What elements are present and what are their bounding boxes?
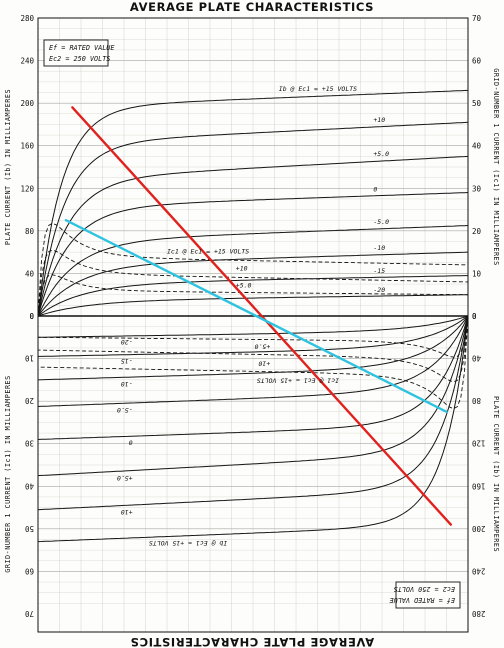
left-tick-label: 280: [20, 14, 34, 23]
plate-curve-5: [37, 251, 469, 317]
plate-curve-label-mirror-0: Ib @ Ec1 = +15 VOLTS: [149, 539, 227, 547]
left-tick-label-mirror: 240: [472, 566, 486, 575]
right-tick-label: 40: [472, 142, 482, 151]
right-tick-label: 0: [472, 312, 477, 321]
plate-curve-3: [37, 192, 469, 317]
left-tick-label-mirror: 120: [472, 439, 486, 448]
load-line-cyan: [64, 219, 448, 413]
left-tick-label: 120: [20, 184, 34, 193]
grid-curve-2: [37, 274, 468, 317]
grid-curve-1: [37, 249, 468, 317]
left-tick-label-mirror: 280: [472, 609, 486, 618]
right-tick-label: 70: [472, 14, 482, 23]
right-tick-label-mirror: 0: [29, 311, 34, 320]
note-line-2-mirror: Ec2 = 250 VOLTS: [394, 585, 455, 593]
note-line-2: Ec2 = 250 VOLTS: [49, 55, 110, 63]
grid-curve-label-1: +10: [236, 264, 248, 272]
plate-curve-mirror-0: [37, 315, 469, 543]
plot-frames: [37, 17, 469, 633]
chart-title: AVERAGE PLATE CHARACTERISTICS: [130, 0, 374, 14]
right-tick-label: 20: [472, 227, 482, 236]
plate-curve-label-mirror-5: -10: [121, 380, 133, 388]
grid-curve-label-mirror-1: +10: [258, 360, 270, 368]
plate-curve-7: [37, 294, 469, 317]
right-tick-label-mirror: 30: [24, 439, 34, 448]
plate-curve-label-0: Ib @ Ec1 = +15 VOLTS: [279, 85, 357, 93]
plate-curve-1: [37, 121, 469, 317]
right-tick-label: 30: [472, 184, 482, 193]
plate-curve-mirror-4: [37, 315, 469, 407]
left-tick-label-mirror: 160: [472, 481, 486, 490]
left-tick-label: 160: [20, 142, 34, 151]
right-tick-label-mirror: 50: [24, 524, 34, 533]
grid-curve-mirror-2: [38, 315, 469, 358]
note-box: [43, 39, 109, 67]
grid: [38, 18, 468, 632]
chart-labels: Ib @ Ec1 = +15 VOLTS Ib @ Ec1 = +15 VOLTS…: [4, 0, 500, 648]
right-tick-label-mirror: 60: [24, 566, 34, 575]
note-line-1-mirror: Ef = RATED VALUE: [389, 596, 455, 604]
grid-curve-label-2: +5.0: [236, 281, 252, 289]
plate-curve-mirror-3: [37, 315, 469, 440]
left-tick-label: 0: [29, 312, 34, 321]
plate-curve-4: [37, 225, 469, 317]
plate-curve-label-1: +10: [373, 116, 385, 124]
plate-curve-mirror-7: [37, 315, 469, 338]
plate-curve-label-mirror-3: 0: [129, 439, 133, 447]
plate-curve-mirror-1: [37, 315, 469, 511]
right-tick-label-mirror: 40: [24, 481, 34, 490]
plate-curve-label-4: -5.0: [373, 218, 389, 226]
left-tick-label-mirror: 80: [472, 396, 482, 405]
characteristic-curves: [37, 89, 469, 543]
load-lines: [64, 106, 452, 526]
plate-curve-label-mirror-7: -20: [121, 338, 133, 346]
plate-curve-label-mirror-4: -5.0: [117, 406, 133, 414]
plate-curve-2: [37, 155, 469, 317]
left-tick-label-mirror: 40: [472, 354, 482, 363]
plate-curve-label-7: -20: [373, 286, 385, 294]
left-tick-label: 80: [25, 227, 35, 236]
grid-curve-mirror-1: [38, 315, 469, 383]
plate-curve-label-5: -10: [373, 244, 385, 252]
plate-curve-label-mirror-2: +5.0: [117, 474, 133, 482]
grid-curve-label-0: Ic1 @ Ec1 = +15 VOLTS: [167, 247, 249, 255]
plate-curve-label-mirror-1: +10: [121, 508, 133, 516]
left-tick-label-mirror: 0: [472, 311, 477, 320]
load-line-red: [71, 106, 452, 526]
right-tick-label: 60: [472, 57, 482, 66]
right-tick-label: 50: [472, 99, 482, 108]
left-axis-label: PLATE CURRENT (Ib) IN MILLIAMPERES: [4, 89, 12, 245]
left-tick-label-mirror: 200: [472, 524, 486, 533]
grid-curve-label-mirror-0: Ic1 @ Ec1 = +15 VOLTS: [257, 377, 339, 385]
plate-curve-mirror-5: [37, 315, 469, 381]
right-tick-label-mirror: 70: [24, 609, 34, 618]
right-tick-label-mirror: 10: [24, 354, 34, 363]
left-tick-label: 40: [25, 269, 35, 278]
plate-curve-mirror-2: [37, 315, 469, 477]
plate-curve-label-6: -15: [373, 267, 385, 275]
note-line-1: Ef = RATED VALUE: [49, 44, 115, 52]
grid-curve-label-mirror-2: +5.0: [254, 343, 270, 351]
note-box-mirror: [395, 581, 461, 609]
plate-curve-label-3: 0: [373, 185, 377, 193]
right-axis-label: GRID-NUMBER 1 CURRENT (Ic1) IN MILLIAMPE…: [492, 68, 500, 265]
right-tick-label-mirror: 20: [24, 396, 34, 405]
plate-curve-0: [37, 89, 469, 317]
chart-title-mirror: AVERAGE PLATE CHARACTERISTICS: [130, 635, 374, 648]
plate-curve-label-mirror-6: -15: [121, 357, 133, 365]
left-axis-label-mirror: PLATE CURRENT (Ib) IN MILLIAMPERES: [492, 396, 500, 552]
right-axis-label-mirror: GRID-NUMBER 1 CURRENT (Ic1) IN MILLIAMPE…: [4, 375, 12, 572]
plate-curve-label-2: +5.0: [373, 150, 389, 158]
left-tick-label: 200: [20, 99, 34, 108]
left-tick-label: 240: [20, 57, 34, 66]
right-tick-label: 10: [472, 269, 482, 278]
